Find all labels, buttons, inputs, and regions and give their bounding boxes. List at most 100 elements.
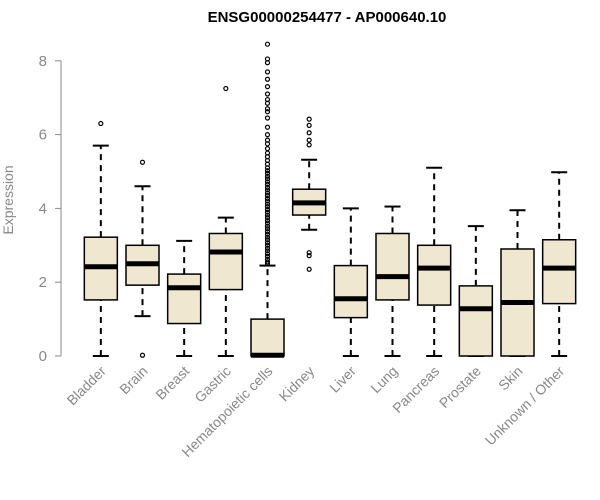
outlier-point (139, 352, 146, 358)
outlier-point (264, 60, 271, 66)
outlier-point (264, 226, 271, 232)
outlier-point (264, 170, 271, 176)
outlier-point (306, 122, 312, 128)
outlier-point (264, 203, 271, 210)
iqr-box (166, 273, 202, 325)
box-group (458, 225, 494, 357)
outlier-point (306, 137, 312, 143)
outlier-point (264, 237, 271, 243)
x-tick-label: Skin (495, 363, 526, 394)
outlier-point (264, 195, 271, 202)
box-group (333, 207, 369, 357)
outlier-point (264, 106, 271, 112)
y-tick-label: 4 (39, 200, 47, 217)
outlier-point (264, 253, 271, 259)
outlier-point (264, 201, 271, 207)
outlier-point (264, 181, 271, 188)
x-tick-label: Lung (367, 363, 400, 396)
outlier-point (264, 223, 271, 229)
y-axis-label: Expression (0, 165, 16, 234)
outlier-point (264, 146, 271, 152)
box-group (375, 205, 410, 357)
iqr-box (416, 244, 452, 306)
iqr-box (541, 239, 577, 305)
x-tick-label: Bladder (64, 363, 110, 409)
outlier-point (264, 84, 271, 90)
outlier-point (139, 159, 146, 165)
outlier-point (264, 91, 271, 97)
chart-title: ENSG00000254477 - AP000640.10 (208, 9, 447, 26)
outlier-point (264, 165, 271, 171)
outlier-point (264, 240, 271, 246)
x-tick-label: Breast (152, 363, 192, 403)
box-group (250, 41, 285, 358)
iqr-box (333, 264, 369, 319)
x-tick-label: Unknown / Other (482, 363, 568, 449)
outlier-point (264, 41, 271, 47)
box-series (83, 41, 577, 358)
outlier-point (264, 115, 271, 121)
outlier-point (264, 261, 271, 267)
outlier-point (264, 100, 271, 106)
outlier-point (264, 209, 271, 215)
x-tick-label: Prostate (436, 363, 484, 411)
outlier-point (264, 184, 271, 190)
outlier-point (264, 234, 271, 240)
iqr-box (375, 232, 410, 301)
outlier-point (306, 142, 312, 148)
outlier-point (264, 242, 271, 248)
outlier-point (264, 132, 271, 138)
outlier-point (264, 248, 271, 254)
outlier-point (264, 168, 271, 174)
outlier-point (264, 192, 271, 199)
x-tick-label: Brain (116, 363, 150, 397)
outlier-point (264, 190, 271, 196)
outlier-point (264, 259, 271, 265)
outlier-point (264, 229, 271, 235)
outlier-point (264, 124, 271, 130)
outlier-point (264, 69, 271, 75)
outlier-point (306, 130, 312, 136)
outlier-point (264, 141, 271, 147)
outlier-point (223, 85, 229, 92)
box-group (416, 166, 452, 357)
box-group (500, 209, 535, 357)
outlier-point (264, 251, 271, 257)
box-group (541, 171, 577, 357)
box-group (83, 120, 119, 357)
outlier-point (306, 253, 312, 259)
box-group (291, 116, 327, 272)
iqr-box (458, 285, 494, 357)
outlier-point (264, 109, 271, 115)
box-group (125, 159, 160, 358)
y-tick-label: 8 (39, 53, 47, 70)
outlier-point (264, 206, 271, 213)
outlier-point (264, 231, 271, 237)
outlier-point (264, 179, 271, 185)
y-tick-label: 0 (39, 348, 47, 365)
outlier-point (264, 187, 271, 193)
outlier-point (306, 250, 312, 256)
outlier-point (306, 116, 312, 122)
iqr-box (208, 232, 244, 291)
outlier-point (264, 245, 271, 251)
outlier-point (264, 198, 271, 204)
y-tick-label: 6 (39, 127, 47, 144)
outlier-point (264, 215, 271, 221)
outlier-point (264, 176, 271, 182)
x-tick-label: Kidney (276, 363, 318, 405)
iqr-box (250, 318, 285, 357)
outlier-point (264, 217, 271, 224)
outlier-point (264, 76, 271, 82)
box-group (208, 85, 244, 357)
x-tick-label: Liver (326, 363, 359, 396)
y-tick-label: 2 (39, 274, 47, 291)
outlier-point (306, 266, 312, 272)
outlier-point (264, 220, 271, 226)
y-axis: 0 2 4 6 8 (39, 53, 62, 365)
outlier-point (264, 212, 271, 218)
outlier-point (264, 173, 271, 179)
box-group (166, 239, 202, 357)
